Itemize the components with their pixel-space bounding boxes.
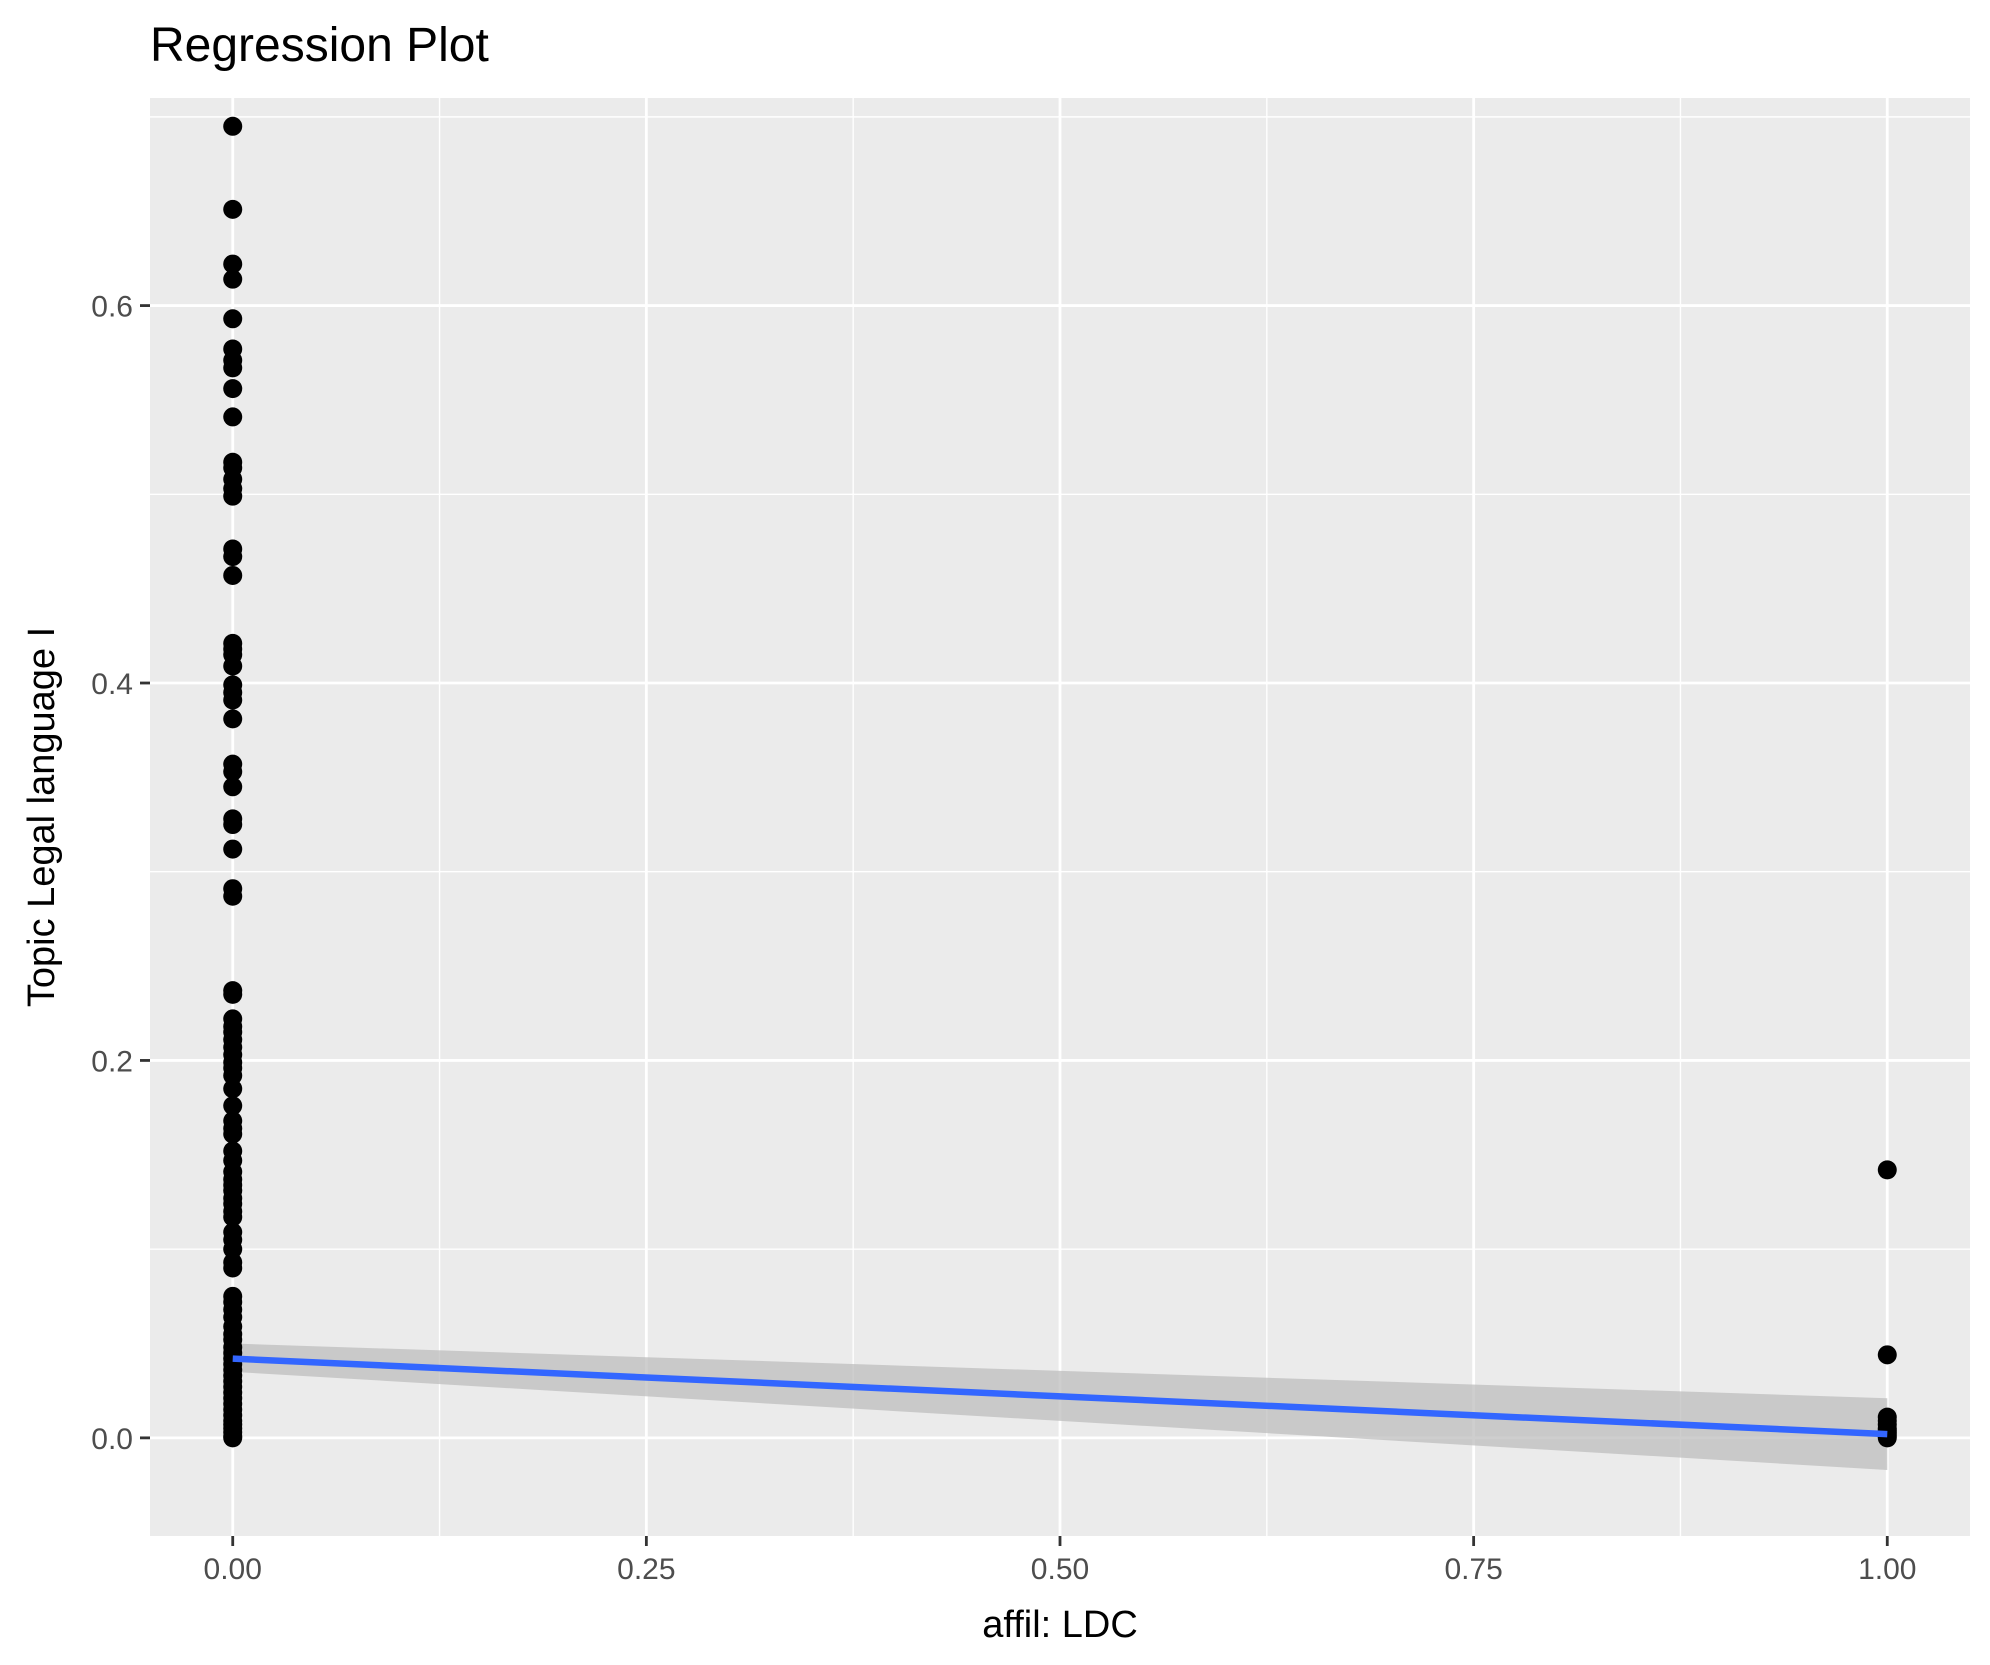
data-point	[223, 199, 243, 219]
data-point	[223, 269, 243, 289]
data-point	[223, 815, 243, 835]
data-point	[223, 690, 243, 710]
data-point	[223, 839, 243, 859]
data-point	[223, 1258, 243, 1278]
data-point	[223, 116, 243, 136]
y-axis-title: Topic Legal language I	[21, 627, 63, 1007]
data-point	[223, 254, 243, 274]
data-point	[223, 358, 243, 378]
data-point	[223, 656, 243, 676]
data-point	[223, 777, 243, 797]
data-point	[223, 547, 243, 567]
y-tick-label: 0.6	[91, 291, 133, 324]
chart-title: Regression Plot	[150, 19, 489, 72]
data-point	[223, 984, 243, 1004]
data-point	[223, 1066, 243, 1086]
regression-line	[232, 1355, 1888, 1438]
data-point	[223, 709, 243, 729]
data-point	[223, 1096, 243, 1116]
x-tick-label: 0.75	[1444, 1553, 1502, 1586]
data-point	[1877, 1160, 1897, 1180]
x-axis-title: affil: LDC	[982, 1604, 1138, 1646]
data-point	[223, 486, 243, 506]
data-point	[223, 1207, 243, 1227]
data-point	[223, 309, 243, 329]
scatter-points	[223, 116, 1897, 1448]
regression-line-layer	[232, 1355, 1888, 1438]
x-tick-label: 0.00	[204, 1553, 262, 1586]
data-point	[1877, 1345, 1897, 1365]
x-tick-label: 0.25	[617, 1553, 675, 1586]
data-point	[223, 1079, 243, 1099]
grid-major	[150, 98, 1970, 1536]
y-tick-label: 0.2	[91, 1045, 133, 1078]
data-point	[223, 565, 243, 585]
data-point	[223, 762, 243, 782]
x-tick-label: 1.00	[1858, 1553, 1916, 1586]
y-axis: 0.0 0.2 0.4 0.6	[91, 291, 150, 1456]
data-point	[223, 886, 243, 906]
y-tick-label: 0.0	[91, 1423, 133, 1456]
data-point	[223, 1428, 243, 1448]
data-point	[223, 407, 243, 427]
x-axis: 0.00 0.25 0.50 0.75 1.00	[204, 1536, 1916, 1586]
data-point	[223, 1239, 243, 1259]
data-point	[223, 379, 243, 399]
y-tick-label: 0.4	[91, 668, 133, 701]
x-tick-label: 0.50	[1031, 1553, 1089, 1586]
data-point	[223, 1124, 243, 1144]
